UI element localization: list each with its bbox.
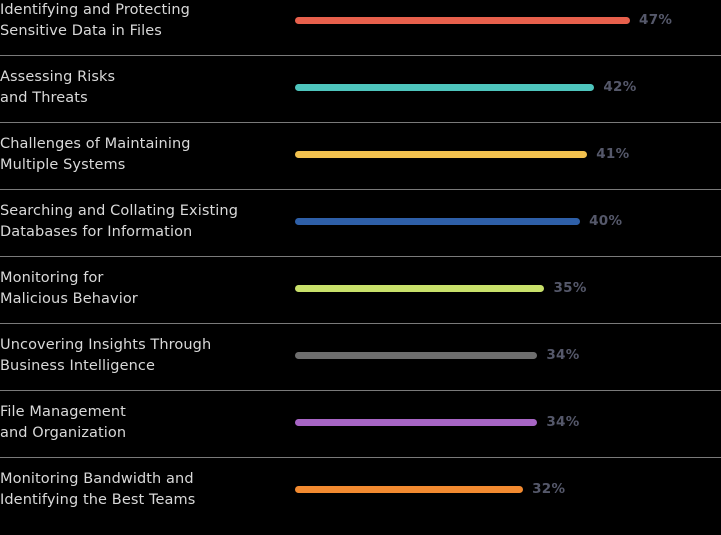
category-label: Assessing Risks and Threats [0,67,280,109]
bar [295,418,538,426]
bar [295,351,538,359]
row-divider [0,189,721,190]
category-label-line: Monitoring Bandwidth and [0,471,194,487]
category-label-line: Searching and Collating Existing [0,203,239,219]
category-label-line: Monitoring for [0,270,104,286]
category-label: Identifying and Protecting Sensitive Data… [0,0,280,42]
bar [295,16,630,24]
row-divider [0,457,721,458]
bar [295,83,595,91]
chart-row: Monitoring for Malicious Behavior 35% [0,267,721,334]
chart-row: Monitoring Bandwidth and Identifying the … [0,468,721,535]
value-label: 34% [546,414,580,430]
category-label: Searching and Collating Existing Database… [0,201,280,243]
category-label: File Management and Organization [0,402,280,444]
category-label: Uncovering Insights Through Business Inte… [0,335,280,377]
value-label: 35% [553,280,587,296]
row-divider [0,55,721,56]
category-label-line: and Organization [0,425,127,441]
category-label-line: Identifying and Protecting [0,2,190,18]
bar [295,485,524,493]
row-divider [0,122,721,123]
category-label-line: and Threats [0,90,88,106]
chart-row: Searching and Collating Existing Database… [0,200,721,267]
row-divider [0,390,721,391]
chart-row: Challenges of Maintaining Multiple System… [0,133,721,200]
category-label-line: Malicious Behavior [0,291,138,307]
bar [295,150,588,158]
row-divider [0,256,721,257]
value-label: 41% [596,146,630,162]
chart-row: Uncovering Insights Through Business Inte… [0,334,721,401]
category-label-line: Uncovering Insights Through [0,337,212,353]
chart-row: Identifying and Protecting Sensitive Data… [0,0,721,66]
category-label: Monitoring for Malicious Behavior [0,268,280,310]
category-label: Challenges of Maintaining Multiple System… [0,134,280,176]
category-label-line: Business Intelligence [0,358,156,374]
bar [295,284,545,292]
category-label-line: Identifying the Best Teams [0,492,196,508]
value-label: 40% [589,213,623,229]
bar-chart: Identifying and Protecting Sensitive Data… [0,0,721,508]
value-label: 32% [532,481,566,497]
value-label: 42% [603,79,637,95]
category-label: Monitoring Bandwidth and Identifying the … [0,469,280,511]
row-divider [0,323,721,324]
category-label-line: File Management [0,404,126,420]
category-label-line: Multiple Systems [0,157,126,173]
category-label-line: Databases for Information [0,224,193,240]
category-label-line: Sensitive Data in Files [0,23,162,39]
bar [295,217,581,225]
category-label-line: Assessing Risks [0,69,116,85]
chart-row: Assessing Risks and Threats 42% [0,66,721,133]
value-label: 34% [546,347,580,363]
chart-row: File Management and Organization 34% [0,401,721,468]
value-label: 47% [639,12,673,28]
category-label-line: Challenges of Maintaining [0,136,191,152]
